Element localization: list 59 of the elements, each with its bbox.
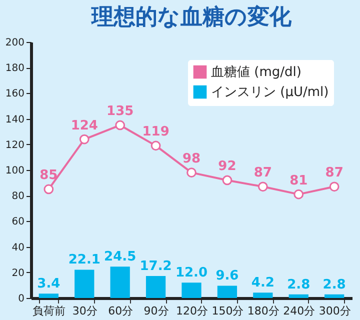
data-label: 85	[40, 168, 58, 184]
bar	[74, 270, 94, 298]
x-tick-label: 240分	[283, 304, 316, 318]
y-tick-label: 60	[12, 216, 24, 228]
point	[258, 182, 268, 192]
data-label: 135	[106, 104, 134, 120]
y-tick-label: 160	[5, 88, 24, 100]
point	[115, 120, 126, 130]
point	[222, 175, 232, 186]
bar	[146, 276, 166, 298]
data-label: 87	[254, 166, 272, 181]
data-label: 9.6	[216, 268, 239, 284]
data-label: 4.2	[251, 276, 274, 291]
data-label: 12.0	[175, 266, 208, 281]
bar	[253, 292, 273, 298]
point	[186, 168, 196, 178]
x-tick-label: 300分	[318, 304, 351, 318]
bar	[38, 294, 58, 298]
x-tick-label: 150分	[212, 304, 244, 318]
data-label: 2.8	[322, 277, 346, 292]
y-tick-label: 180	[5, 63, 24, 74]
bar	[288, 294, 308, 298]
point	[150, 140, 161, 151]
bar	[217, 286, 238, 298]
point	[329, 182, 340, 192]
point	[79, 134, 90, 144]
data-label: 22.1	[68, 252, 100, 268]
point	[294, 189, 304, 200]
x-tick-label: 30分	[72, 304, 98, 318]
data-label: 81	[290, 173, 308, 188]
x-tick-label: 180分	[247, 304, 280, 318]
legend-label: インスリン (μU/ml)	[211, 85, 329, 100]
data-label: 17.2	[140, 258, 172, 274]
data-label: 3.4	[37, 276, 60, 292]
chart-title: 理想的な血糖の変化	[90, 4, 292, 30]
data-label: 124	[70, 118, 98, 134]
data-label: 24.5	[104, 250, 136, 265]
y-tick-label: 80	[12, 191, 24, 202]
data-label: 119	[142, 124, 170, 140]
y-tick-label: 20	[12, 268, 24, 279]
data-label: 2.8	[287, 277, 310, 292]
y-tick-label: 120	[5, 140, 24, 151]
x-tick-label: 120分	[176, 304, 208, 318]
bar	[324, 294, 344, 298]
y-tick-label: 0	[18, 294, 24, 304]
data-label: 87	[325, 166, 344, 181]
data-label: 98	[182, 152, 201, 167]
x-tick-label: 負荷前	[32, 304, 66, 318]
y-tick-label: 140	[5, 114, 24, 126]
y-tick-label: 40	[12, 242, 24, 254]
legend-label: 血糖値 (mg/dl)	[211, 65, 302, 80]
point	[44, 184, 54, 194]
y-tick-label: 200	[5, 38, 24, 48]
y-tick-label: 100	[5, 166, 24, 176]
bar	[182, 282, 202, 298]
x-tick-label: 90分	[144, 304, 169, 318]
bar	[110, 266, 130, 298]
x-tick-label: 60分	[108, 304, 134, 318]
data-label: 92	[218, 159, 236, 174]
